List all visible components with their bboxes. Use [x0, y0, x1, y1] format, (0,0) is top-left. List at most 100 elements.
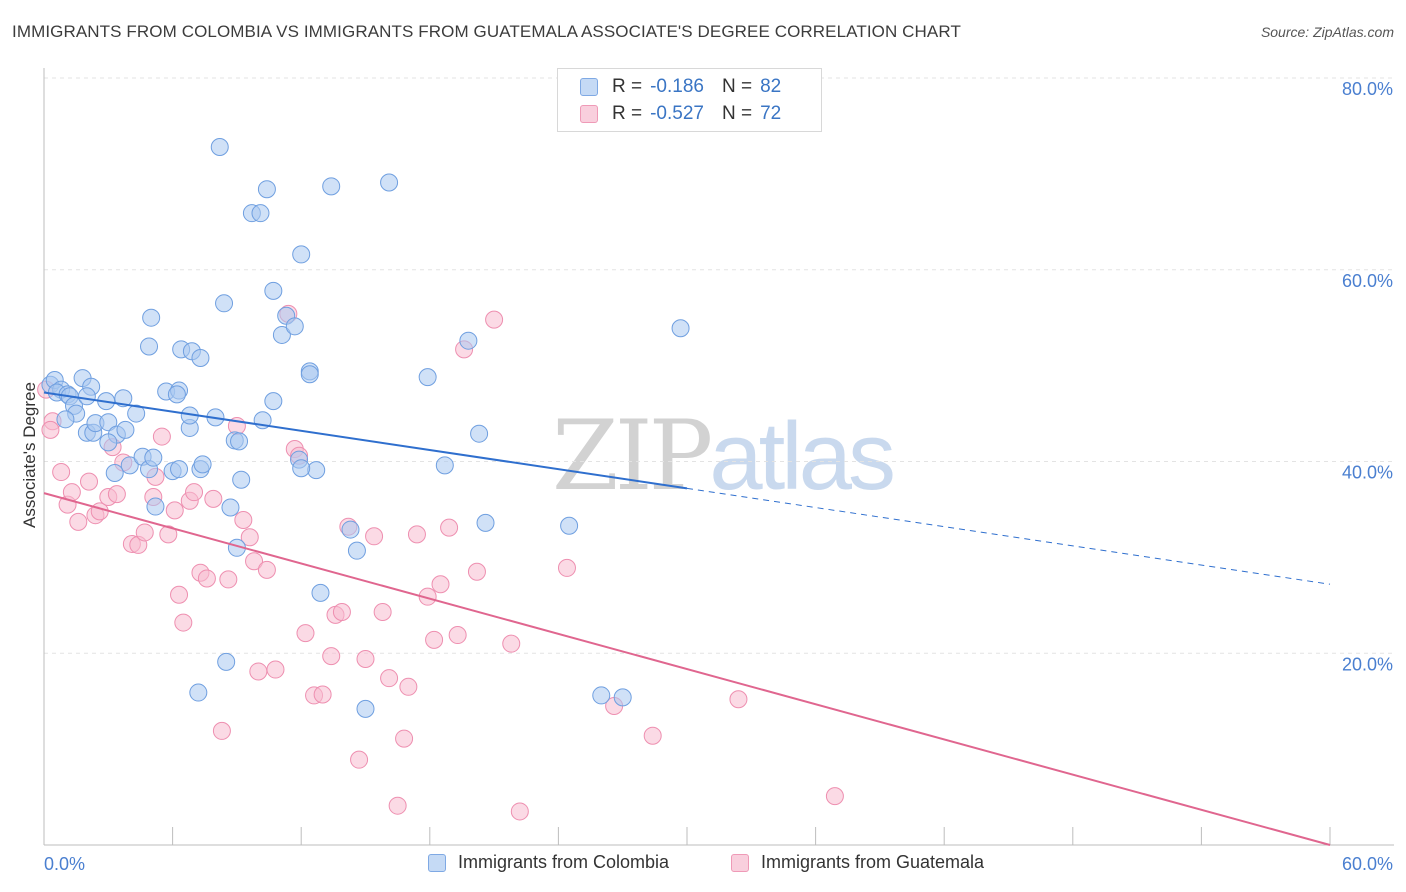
guatemala-point-51: [373, 603, 392, 622]
colombia-n-value: 82: [760, 76, 782, 97]
colombia-point-42: [232, 470, 251, 489]
colombia-point-59: [311, 583, 330, 602]
colombia-point-17: [114, 389, 133, 408]
guatemala-point-7: [80, 472, 99, 491]
guatemala-n-value: 72: [760, 103, 782, 124]
guatemala-point-41: [296, 624, 315, 643]
colombia-point-79: [105, 464, 124, 483]
colombia-legend-label: Immigrants from Colombia: [458, 852, 670, 872]
guatemala-point-66: [510, 802, 529, 821]
colombia-point-62: [322, 177, 341, 196]
colombia-point-23: [144, 448, 163, 467]
guatemala-point-48: [350, 750, 369, 769]
colombia-point-61: [292, 459, 311, 478]
legend-row-colombia: R = -0.186 N = 82: [580, 74, 781, 100]
stats-legend: R = -0.186 N = 82 R = -0.527 N = 72: [557, 68, 822, 132]
colombia-point-56: [307, 461, 326, 480]
guatemala-point-30: [219, 570, 238, 589]
guatemala-legend-label: Immigrants from Guatemala: [761, 852, 985, 872]
guatemala-point-33: [240, 528, 259, 547]
guatemala-point-32: [234, 510, 253, 529]
colombia-n-label: N =: [721, 76, 753, 97]
colombia-point-24: [146, 497, 165, 516]
guatemala-point-70: [729, 690, 748, 709]
guatemala-point-27: [197, 569, 216, 588]
colombia-swatch: [580, 78, 598, 96]
colombia-point-18: [116, 420, 135, 439]
colombia-point-77: [189, 683, 208, 702]
colombia-point-32: [167, 385, 186, 404]
guatemala-point-61: [448, 626, 467, 645]
y-tick-label-0: 20.0%: [1342, 654, 1393, 674]
guatemala-point-56: [407, 525, 426, 544]
guatemala-point-23: [174, 613, 193, 632]
guatemala-point-36: [257, 560, 276, 579]
colombia-point-73: [592, 686, 611, 705]
guatemala-point-53: [388, 796, 407, 815]
colombia-point-67: [418, 368, 437, 387]
colombia-point-53: [292, 245, 311, 264]
guatemala-point-21: [165, 501, 184, 520]
colombia-point-20: [120, 456, 139, 475]
guatemala-point-54: [395, 729, 414, 748]
colombia-point-26: [142, 308, 161, 327]
guatemala-r-label: R =: [612, 103, 643, 124]
colombia-point-64: [347, 541, 366, 560]
guatemala-point-52: [380, 669, 399, 688]
legend-item-colombia[interactable]: Immigrants from Colombia: [428, 852, 669, 873]
guatemala-point-12: [107, 485, 126, 504]
colombia-point-43: [230, 432, 249, 451]
colombia-point-70: [470, 424, 489, 443]
axes: [43, 68, 1394, 846]
colombia-trend-line: [43, 391, 688, 490]
guatemala-point-34: [245, 552, 264, 571]
guatemala-point-55: [399, 677, 418, 696]
chart-title: IMMIGRANTS FROM COLOMBIA VS IMMIGRANTS F…: [12, 22, 961, 41]
colombia-point-71: [476, 513, 495, 532]
guatemala-point-49: [356, 650, 375, 669]
trend-lines: [43, 391, 1331, 846]
x-tick-label-0: 0.0%: [44, 854, 85, 874]
guatemala-point-59: [431, 575, 450, 594]
series-legend: Immigrants from Colombia Immigrants from…: [0, 852, 1406, 878]
guatemala-point-64: [485, 310, 504, 329]
colombia-point-69: [459, 331, 478, 350]
guatemala-point-63: [467, 562, 486, 581]
source-label: Source: ZipAtlas.com: [1260, 24, 1394, 40]
guatemala-point-35: [249, 662, 268, 681]
y-tick-label-2: 60.0%: [1342, 271, 1393, 291]
colombia-point-19: [127, 404, 146, 423]
y-tick-label-3: 80.0%: [1342, 79, 1393, 99]
guatemala-point-25: [185, 483, 204, 502]
colombia-point-35: [191, 348, 210, 367]
colombia-point-74: [613, 688, 632, 707]
guatemala-point-71: [825, 787, 844, 806]
guatemala-point-19: [152, 427, 171, 446]
guatemala-point-29: [212, 721, 231, 740]
guatemala-point-43: [313, 685, 332, 704]
guatemala-points: [37, 304, 844, 821]
colombia-point-76: [217, 652, 236, 671]
colombia-point-25: [140, 337, 159, 356]
tick-labels: 20.0% 40.0% 60.0% 80.0% 0.0% 60.0%: [44, 79, 1393, 874]
guatemala-point-50: [365, 527, 384, 546]
colombia-point-48: [264, 392, 283, 411]
colombia-point-55: [300, 365, 319, 384]
colombia-point-60: [210, 138, 229, 157]
legend-row-guatemala: R = -0.527 N = 72: [580, 101, 781, 127]
guatemala-point-6: [69, 512, 88, 531]
legend-item-guatemala[interactable]: Immigrants from Guatemala: [731, 852, 984, 873]
colombia-point-65: [356, 699, 375, 718]
colombia-points: [41, 138, 690, 718]
guatemala-legend-swatch: [731, 853, 749, 872]
guatemala-point-22: [170, 585, 189, 604]
guatemala-trend-line: [43, 492, 1331, 846]
guatemala-point-16: [135, 523, 154, 542]
colombia-point-80: [77, 387, 96, 406]
colombia-point-63: [341, 520, 360, 539]
guatemala-point-69: [643, 726, 662, 745]
guatemala-point-28: [204, 489, 223, 508]
guatemala-point-2: [41, 420, 60, 439]
guatemala-point-58: [425, 630, 444, 649]
